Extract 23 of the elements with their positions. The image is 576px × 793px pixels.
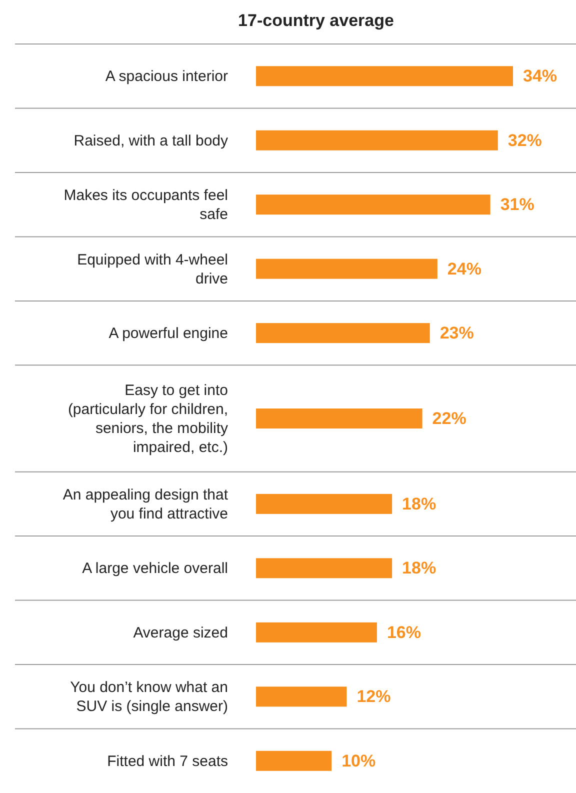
chart-title: 17-country average xyxy=(238,11,394,30)
data-label: 18% xyxy=(402,494,436,514)
data-label: 22% xyxy=(432,409,466,428)
data-label: 23% xyxy=(440,324,474,343)
y-tick-label: Equipped with 4-wheel drive xyxy=(77,250,228,287)
data-label: 16% xyxy=(386,622,421,642)
data-label: 34% xyxy=(523,66,558,86)
y-tick-label: A powerful engine xyxy=(108,324,228,342)
data-label: 12% xyxy=(356,687,391,706)
data-label: 31% xyxy=(500,195,534,214)
data-label: 18% xyxy=(402,558,436,578)
y-tick-label: Raised, with a tall body xyxy=(74,132,228,149)
data-label: 32% xyxy=(508,130,542,150)
data-label: 24% xyxy=(447,259,482,278)
y-tick-label: A large vehicle overall xyxy=(82,560,228,577)
data-label: 10% xyxy=(342,751,376,770)
y-tick-label: An appealing design that you find attractive xyxy=(62,486,229,522)
y-tick-label: You don’t know what an SUV is (single answer) xyxy=(70,678,228,715)
y-tick-label: Fitted with 7 seats xyxy=(107,752,228,770)
y-tick-label: Makes its occupants feel safe xyxy=(64,186,228,223)
y-tick-label: Easy to get into (particularly for children, seniors, the mobility impaired, etc.) xyxy=(68,382,228,456)
y-tick-label: Average sized xyxy=(133,624,228,641)
y-tick-label: A spacious interior xyxy=(105,68,228,85)
